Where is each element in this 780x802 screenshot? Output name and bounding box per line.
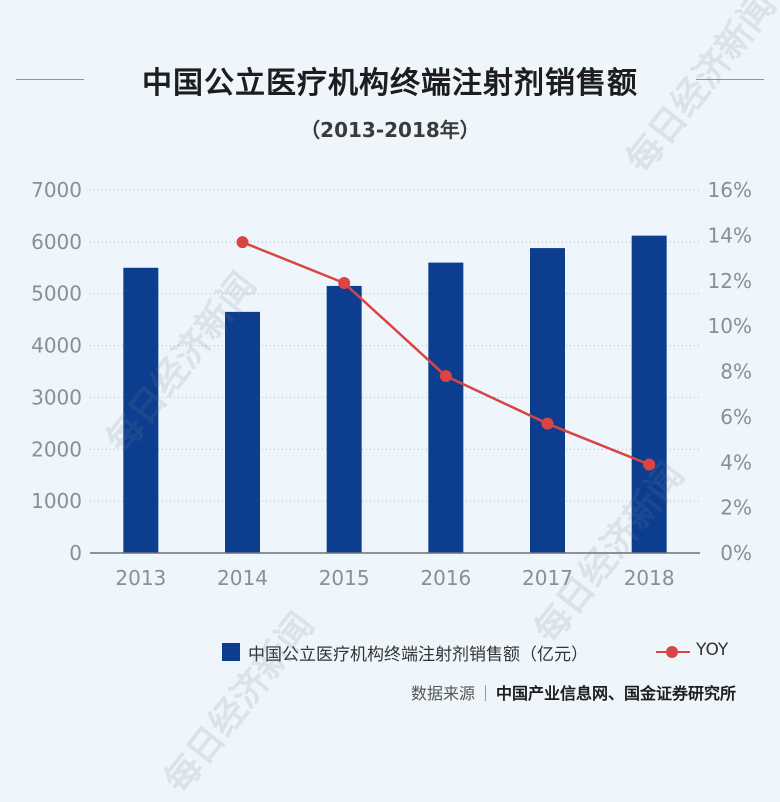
y-right-tick-label: 16%: [708, 178, 752, 202]
bar-series: [123, 235, 667, 554]
chart-plot: 0 1000 2000 3000 4000 5000 6000 7000 0% 2% 4% 6% 8% 1…: [31, 178, 752, 590]
title-rule-left: [16, 79, 84, 80]
legend-line-marker: [666, 646, 678, 658]
bar: [428, 262, 464, 553]
x-tick-label: 2015: [319, 566, 370, 590]
y-right-tick-label: 12%: [708, 269, 752, 293]
source-label: 数据来源: [410, 684, 475, 703]
legend-bar-swatch: [222, 643, 240, 661]
y-left-tick-label: 1000: [31, 489, 82, 513]
x-tick-label: 2017: [522, 566, 573, 590]
bar: [225, 311, 260, 553]
bar: [326, 285, 362, 553]
bar: [123, 267, 159, 553]
source-note: 数据来源 中国产业信息网、国金证券研究所: [411, 680, 736, 704]
source-value: 中国产业信息网、国金证券研究所: [495, 684, 736, 703]
y-left-tick-label: 7000: [31, 178, 82, 202]
legend-line-label: YOY: [696, 640, 729, 660]
x-tick-label: 2016: [420, 566, 471, 590]
yoy-point: [338, 277, 351, 290]
y-right-tick-label: 14%: [708, 223, 752, 247]
title-block: 中国公立医疗机构终端注射剂销售额: [0, 52, 780, 108]
chart-title: 中国公立医疗机构终端注射剂销售额: [142, 66, 638, 101]
x-tick-label: 2014: [217, 566, 268, 590]
y-right-tick-label: 10%: [708, 314, 752, 338]
bar: [631, 235, 667, 554]
x-tick-label: 2013: [115, 566, 166, 590]
yoy-point: [236, 236, 249, 249]
y-left-tick-label: 6000: [31, 230, 82, 254]
y-right-tick-label: 0%: [720, 541, 752, 565]
title-rule-right: [696, 79, 764, 80]
y-left-tick-label: 0: [69, 541, 82, 565]
y-right-tick-label: 6%: [720, 405, 752, 429]
y-left-tick-label: 4000: [31, 334, 82, 358]
y-right-tick-label: 8%: [720, 360, 752, 384]
yoy-point: [439, 370, 452, 383]
bar: [530, 248, 565, 553]
legend: 中国公立医疗机构终端注射剂销售额（亿元） YOY: [0, 640, 780, 665]
x-tick-label: 2018: [624, 566, 675, 590]
y-left-tick-label: 3000: [31, 385, 82, 409]
yoy-series: [236, 236, 656, 471]
y-left-tick-label: 5000: [31, 282, 82, 306]
grid-lines: [90, 189, 700, 502]
source-divider: [484, 685, 486, 701]
y-left-tick-label: 2000: [31, 437, 82, 461]
y-right-tick-label: 4%: [720, 450, 752, 474]
yoy-point: [643, 458, 656, 471]
legend-bar-label: 中国公立医疗机构终端注射剂销售额（亿元）: [248, 645, 588, 665]
y-right-tick-label: 2%: [720, 496, 752, 520]
yoy-point: [541, 417, 554, 430]
axes: 0 1000 2000 3000 4000 5000 6000 7000 0% 2% 4% 6% 8% 1…: [31, 178, 752, 590]
chart-subtitle: （2013-2018年）: [300, 118, 480, 142]
